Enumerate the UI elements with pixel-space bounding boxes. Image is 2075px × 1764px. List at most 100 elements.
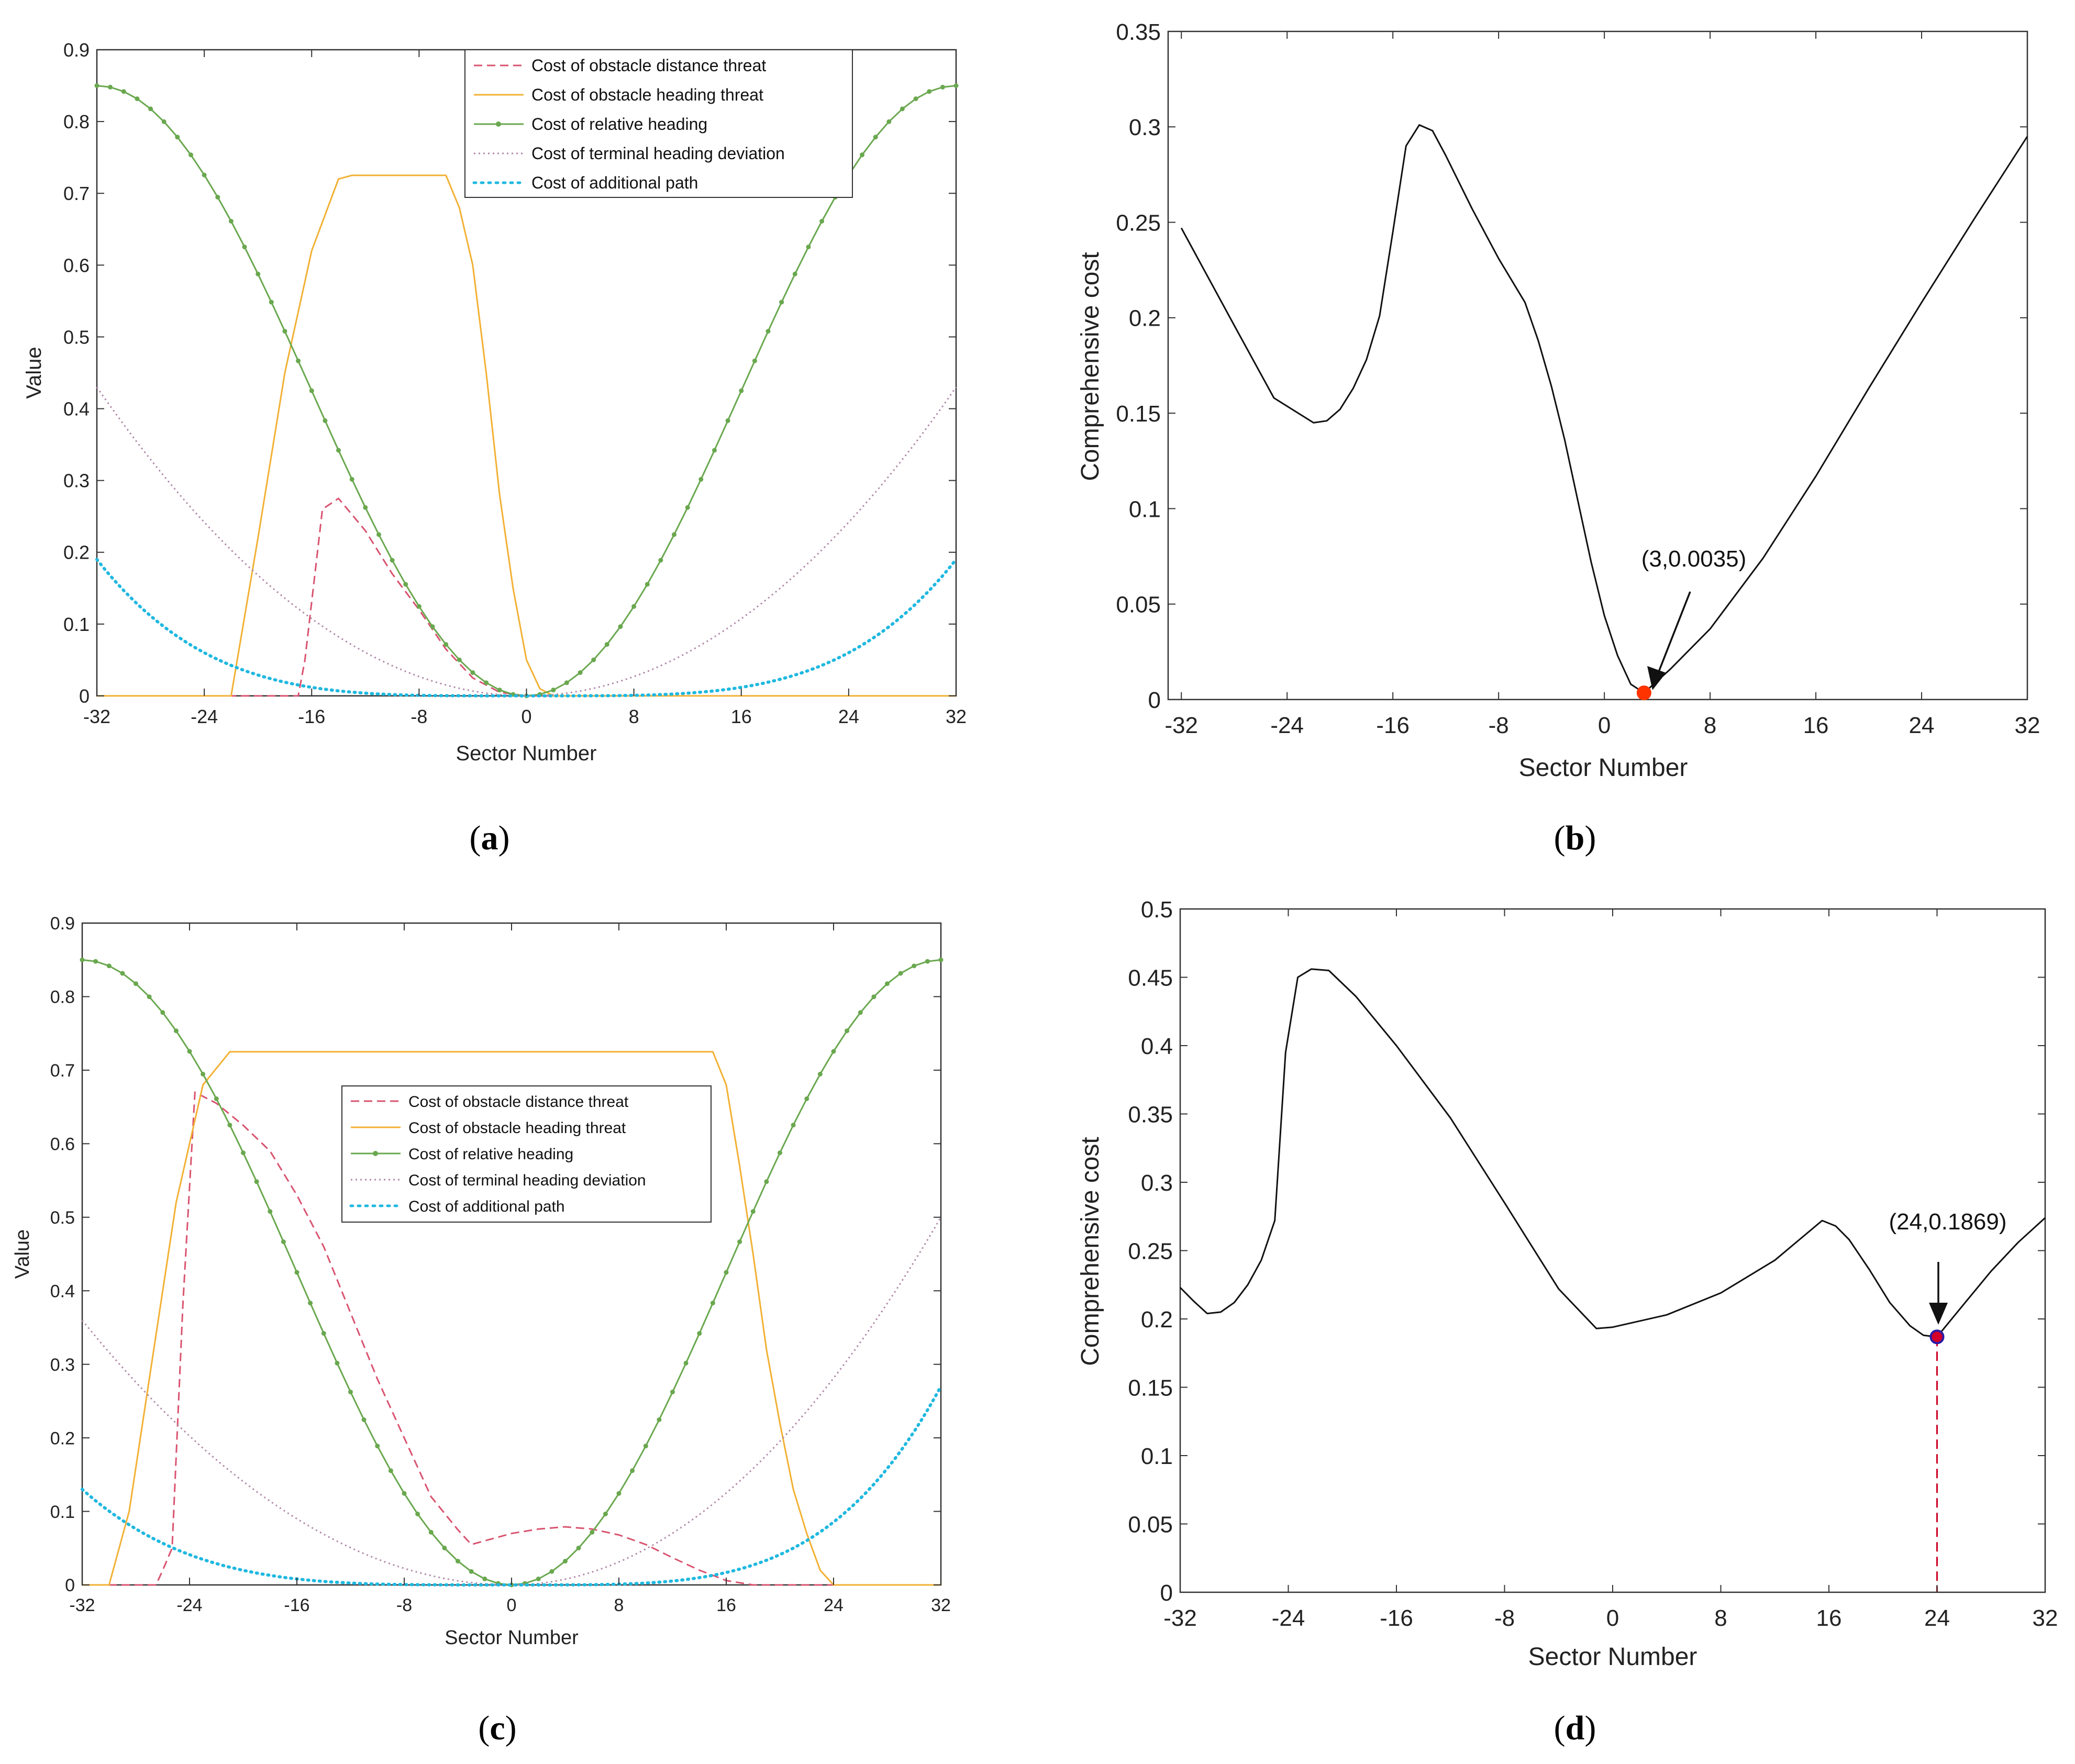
chart-d-series-line-0: [1179, 968, 2046, 1338]
chart-a-xtick-label-4: 0: [521, 706, 531, 727]
chart-a-ytick-label-8: 0.8: [63, 111, 90, 132]
chart-b-ytick-label-5: 0.25: [1116, 210, 1161, 236]
chart-c-series-2-point-59: [871, 994, 876, 1000]
chart-b-xtick-label-1: -24: [1270, 713, 1304, 738]
chart-c-ytick-label-6: 0.6: [50, 1135, 75, 1155]
chart-a-series-2-point-16: [309, 388, 314, 393]
chart-a-series-2-point-43: [672, 532, 676, 537]
chart-c-legend-box: [341, 1085, 712, 1223]
chart-a-series-2-point-23: [403, 582, 408, 587]
chart-c-series-2-point-38: [590, 1529, 595, 1535]
chart-c-series-2-point-12: [241, 1150, 246, 1156]
chart-a-series-2-point-18: [336, 448, 341, 453]
chart-c-series-2-point-61: [898, 971, 903, 976]
chart-b-series: [1180, 124, 2028, 701]
chart-a-series-2-point-20: [363, 505, 368, 510]
chart-c-ytick-label-5: 0.5: [50, 1208, 75, 1228]
chart-c-series-2-point-13: [254, 1179, 259, 1184]
chart-c-series-2-point-48: [724, 1270, 729, 1275]
chart-c-series-2-point-30: [482, 1577, 487, 1581]
chart-b-xtick-label-4: 0: [1598, 713, 1611, 738]
caption-c: (c): [478, 1709, 516, 1747]
chart-d-xtick-label-0: -32: [1163, 1605, 1197, 1631]
chart-a-xtick-label-7: 24: [838, 706, 859, 727]
chart-c-xtick-label-8: 32: [931, 1595, 951, 1615]
caption-d-letter: d: [1566, 1709, 1585, 1747]
chart-c-series-2-point-17: [308, 1301, 313, 1306]
chart-a-series-2-point-12: [256, 271, 261, 276]
chart-d-plot-area: [1179, 908, 2046, 1593]
chart-c-series-2-point-18: [321, 1331, 326, 1336]
chart-d-ytick-label-9: 0.45: [1128, 965, 1173, 991]
chart-a-series-2-point-39: [618, 624, 623, 629]
chart-c-series-2-point-3: [120, 971, 125, 976]
chart-c-series-2-point-1: [93, 959, 98, 964]
chart-b-ytick-label-7: 0.35: [1116, 19, 1161, 45]
chart-c-series-2-point-52: [778, 1150, 782, 1156]
chart-a-series-2-point-36: [578, 670, 583, 675]
chart-c-series-2-point-55: [817, 1071, 823, 1077]
chart-c-series-2-point-4: [134, 981, 138, 986]
chart-c: -32 -24 -16 -8 0 8 16 24 32 0 0.1 0.2 0.3 0.4 0.5 0.6 0.…: [12, 914, 951, 1747]
chart-a-ytick-label-7: 0.7: [63, 183, 90, 204]
chart-a-series-2-point-42: [658, 558, 663, 563]
chart-d-ylabel: Comprehensive cost: [1077, 1137, 1104, 1366]
chart-d-xlabel: Sector Number: [1528, 1643, 1697, 1671]
chart-a-xlabel: Sector Number: [456, 742, 597, 765]
chart-c-xtick-label-5: 8: [614, 1595, 624, 1615]
chart-a-series-2-point-53: [806, 245, 811, 250]
caption-a: (a): [470, 819, 510, 857]
chart-a-series-2-point-38: [604, 642, 609, 647]
chart-a-series-line-1: [97, 174, 956, 697]
legend-c-label-4: Cost of additional path: [408, 1198, 565, 1215]
chart-a-series-2-point-60: [900, 106, 905, 112]
chart-d-xtick-label-1: -24: [1272, 1605, 1305, 1631]
chart-a-ytick-label-4: 0.4: [63, 398, 90, 420]
chart-c-xtick-label-0: -32: [69, 1595, 95, 1615]
chart-b-arrow: [1655, 591, 1691, 680]
chart-d-xtick-label-6: 16: [1816, 1605, 1842, 1631]
chart-a-series-2-point-7: [188, 152, 193, 158]
chart-c-ticks: -32 -24 -16 -8 0 8 16 24 32 0 0.1 0.2 0.3 0.4 0.5 0.6 0.…: [50, 914, 951, 1615]
chart-a-series-2-point-3: [135, 96, 140, 102]
legend-a-label-1: Cost of obstacle heading threat: [531, 85, 763, 104]
chart-b-ylabel: Comprehensive cost: [1077, 252, 1104, 481]
chart-d-xtick-label-2: -16: [1380, 1605, 1413, 1631]
chart-a-ytick-label-0: 0: [79, 685, 90, 707]
chart-c-series-2-point-46: [697, 1331, 702, 1336]
chart-a-series-2-point-21: [376, 532, 381, 537]
chart-c-series-2-point-28: [456, 1559, 460, 1564]
chart-c-series-2-point-37: [576, 1546, 581, 1550]
chart-d-xtick-label-8: 32: [2033, 1605, 2058, 1631]
caption-c-letter: c: [490, 1709, 505, 1747]
chart-a-series-2-point-2: [121, 89, 126, 94]
chart-d-ytick-label-3: 0.15: [1128, 1375, 1173, 1401]
chart-b-xtick-label-2: -16: [1376, 713, 1410, 738]
chart-a-series-2-point-57: [860, 152, 864, 158]
legend-a-label-3: Cost of terminal heading deviation: [531, 144, 785, 163]
chart-d-ytick-label-7: 0.35: [1128, 1102, 1173, 1127]
chart-a-legend-box: [464, 49, 853, 198]
chart-c-ytick-label-1: 0.1: [50, 1502, 75, 1522]
chart-c-series-2-point-47: [710, 1301, 715, 1306]
chart-a-xtick-label-0: -32: [83, 706, 110, 727]
chart-a-series-2-point-8: [202, 172, 207, 177]
chart-c-ytick-label-2: 0.2: [50, 1428, 75, 1448]
legend-a-sample-2-dot: [496, 121, 501, 127]
chart-c-xtick-label-6: 16: [716, 1595, 736, 1615]
chart-b-ytick-label-4: 0.2: [1129, 306, 1161, 331]
legend-c-label-2: Cost of relative heading: [408, 1146, 573, 1163]
chart-d-arrowhead: [1929, 1303, 1948, 1325]
chart-c-series-2-point-50: [750, 1209, 756, 1214]
chart-a-series-2-point-14: [282, 329, 287, 334]
chart-b-series-line-0: [1180, 124, 2028, 694]
chart-a-series-2-point-61: [913, 96, 918, 102]
legend-a-label-4: Cost of additional path: [531, 173, 698, 192]
chart-a-xtick-label-8: 32: [946, 706, 967, 727]
chart-a-ytick-label-6: 0.6: [63, 254, 90, 276]
chart-c-series-2-point-64: [938, 957, 944, 962]
chart-a-xtick-label-1: -24: [191, 706, 218, 727]
chart-a-ylabel: Value: [23, 347, 46, 398]
chart-a-series-2-point-26: [443, 642, 449, 647]
chart-a-series-2-point-22: [390, 558, 395, 563]
